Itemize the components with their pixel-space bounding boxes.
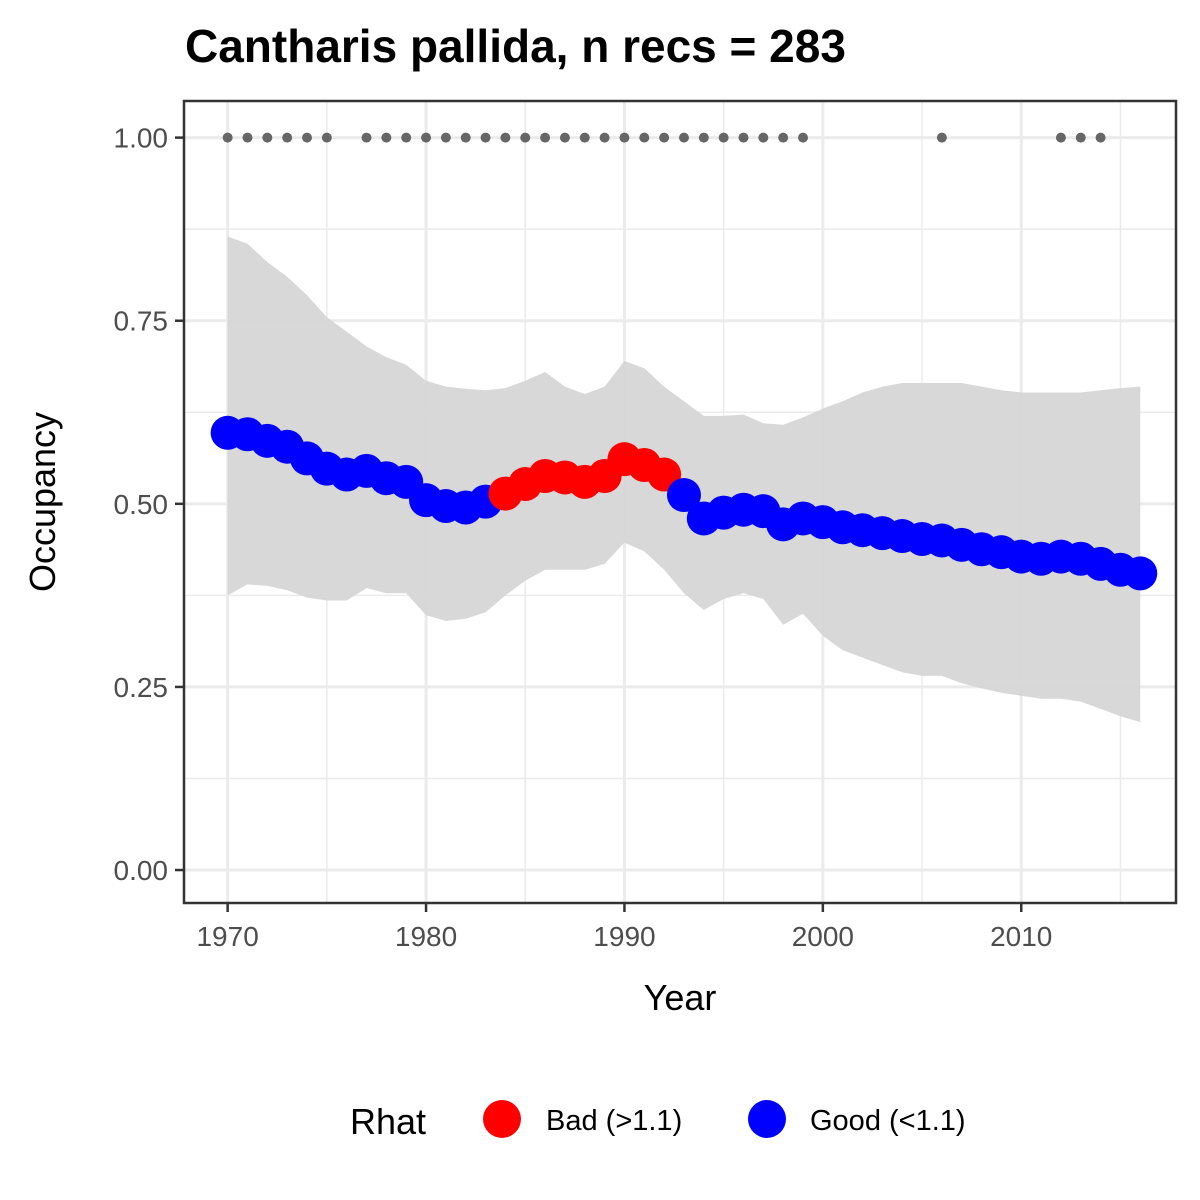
record-dot: [619, 132, 630, 143]
x-tick-label: 1970: [196, 921, 258, 952]
legend: Rhat Bad (>1.1) Good (<1.1): [350, 1100, 966, 1142]
record-dot: [678, 132, 689, 143]
record-dot: [500, 132, 511, 143]
x-axis-title: Year: [644, 977, 717, 1018]
chart-title: Cantharis pallida, n recs = 283: [185, 20, 846, 72]
record-dot: [778, 132, 789, 143]
record-dot: [559, 132, 570, 143]
record-dot: [1055, 132, 1066, 143]
record-dot: [579, 132, 590, 143]
y-tick-label: 0.25: [114, 672, 169, 703]
record-dot: [1075, 132, 1086, 143]
record-dot: [520, 132, 531, 143]
record-dot: [798, 132, 809, 143]
y-axis: 0.00 0.25 0.50 0.75 1.00: [114, 123, 184, 886]
record-dot: [282, 132, 293, 143]
x-tick-label: 2000: [792, 921, 854, 952]
record-dot: [698, 132, 709, 143]
record-dot: [639, 132, 650, 143]
record-dot: [599, 132, 610, 143]
y-tick-label: 0.50: [114, 489, 169, 520]
record-dot: [421, 132, 432, 143]
x-tick-label: 1990: [593, 921, 655, 952]
record-dot: [321, 132, 332, 143]
record-dot: [361, 132, 372, 143]
record-dot: [758, 132, 769, 143]
record-dot: [738, 132, 749, 143]
record-years-dots: [222, 132, 1106, 143]
occupancy-point-good: [666, 478, 701, 513]
record-dot: [381, 132, 392, 143]
record-dot: [440, 132, 451, 143]
record-dot: [480, 132, 491, 143]
legend-key-bad: [483, 1100, 521, 1138]
x-tick-label: 1980: [395, 921, 457, 952]
record-dot: [401, 132, 412, 143]
occupancy-points: [210, 415, 1158, 591]
legend-label-good: Good (<1.1): [810, 1105, 966, 1137]
record-dot: [936, 132, 947, 143]
legend-label-bad: Bad (>1.1): [546, 1105, 682, 1137]
record-dot: [302, 132, 313, 143]
record-dot: [262, 132, 273, 143]
record-dot: [540, 132, 551, 143]
y-tick-label: 0.75: [114, 306, 169, 337]
legend-title: Rhat: [350, 1101, 426, 1142]
occupancy-point-good: [1123, 556, 1158, 591]
y-tick-label: 0.00: [114, 855, 169, 886]
record-dot: [1095, 132, 1106, 143]
record-dot: [718, 132, 729, 143]
y-axis-title: Occupancy: [22, 412, 63, 592]
record-dot: [460, 132, 471, 143]
record-dot: [242, 132, 253, 143]
record-dot: [659, 132, 670, 143]
panel-border: [182, 99, 1178, 905]
y-tick-label: 1.00: [114, 123, 169, 154]
x-tick-label: 2010: [990, 921, 1052, 952]
record-dot: [222, 132, 233, 143]
x-axis: 1970 1980 1990 2000 2010: [196, 903, 1052, 952]
legend-key-good: [748, 1100, 786, 1138]
